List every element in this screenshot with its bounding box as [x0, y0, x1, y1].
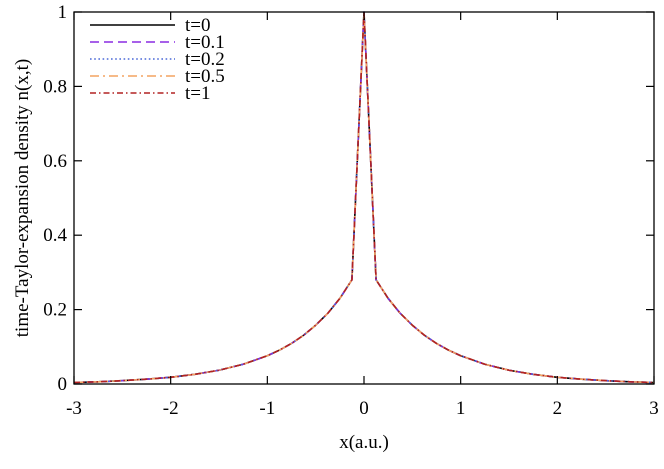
plot-frame — [73, 11, 655, 385]
legend-label: t=1 — [185, 83, 211, 104]
y-tick-label: 1 — [58, 2, 68, 23]
legend-label: t=0.5 — [185, 66, 225, 87]
x-tick-label: -1 — [259, 398, 275, 419]
legend-label: t=0.1 — [185, 32, 225, 53]
ticks-layer: -3 -2 -1 0 1 2 3 0 0.2 0.4 0.6 0.8 1 — [43, 2, 659, 419]
series-line-t-0 — [73, 11, 655, 384]
curves-layer — [73, 11, 655, 384]
y-tick-label: 0.2 — [43, 300, 67, 321]
legend-label: t=0 — [185, 15, 211, 36]
x-tick-label: 2 — [553, 398, 563, 419]
x-axis-label: x(a.u.) — [339, 432, 389, 453]
x-tick-label: 0 — [359, 398, 369, 419]
series-line-t-1 — [73, 11, 655, 384]
y-tick-label: 0.8 — [43, 76, 67, 97]
series-line-t-0-1 — [73, 11, 655, 384]
series-line-t-0-5 — [73, 11, 655, 384]
legend: t=0t=0.1t=0.2t=0.5t=1 — [90, 15, 225, 104]
x-tick-label: 1 — [456, 398, 466, 419]
y-axis-label: time-Taylor-expansion density n(x,t) — [12, 59, 33, 337]
legend-label: t=0.2 — [185, 49, 225, 70]
x-tick-label: -3 — [66, 398, 82, 419]
x-tick-label: -2 — [163, 398, 179, 419]
y-tick-label: 0.6 — [43, 151, 67, 172]
y-tick-label: 0 — [58, 374, 68, 395]
x-tick-label: 3 — [649, 398, 659, 419]
y-tick-label: 0.4 — [43, 225, 67, 246]
series-line-t-0-2 — [73, 11, 655, 384]
